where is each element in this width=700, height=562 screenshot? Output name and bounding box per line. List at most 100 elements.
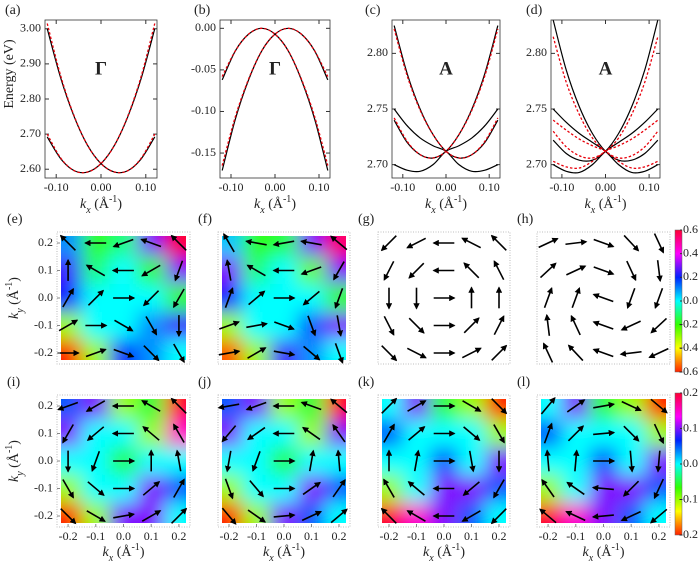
spin-arrow (86, 510, 106, 522)
spin-arrow (490, 234, 507, 251)
spin-arrow (85, 264, 106, 277)
heat-cell (430, 399, 459, 421)
spin-arrow (592, 348, 614, 358)
panel-label: (a) (5, 3, 21, 18)
spin-arrow (246, 264, 266, 277)
spin-arrow (383, 315, 395, 336)
y-tick-label: 2.70 (526, 156, 547, 170)
spin-arrow (224, 259, 232, 281)
y-tick-label: 2.75 (367, 101, 388, 115)
spin-arrow (142, 425, 160, 441)
frame (219, 19, 331, 179)
heat-cell (325, 447, 346, 476)
spin-arrow (173, 423, 185, 443)
y-tick-label: 0.1 (38, 262, 53, 276)
spin-arrow (619, 350, 642, 357)
spin-arrow (593, 238, 615, 248)
heat-cell (137, 399, 166, 421)
spin-arrow (302, 426, 321, 441)
heat-cell (242, 339, 271, 360)
heat-cell (222, 447, 244, 476)
spin-arrow (57, 401, 79, 411)
axis-label: kx (Å-1) (263, 542, 305, 562)
spin-arrow (333, 261, 345, 281)
panel-label: (c) (365, 3, 381, 18)
spin-arrow (62, 287, 74, 308)
x-tick-label: -0.10 (390, 180, 415, 194)
y-tick-label: -0.1 (34, 480, 53, 494)
spin-arrow (383, 260, 395, 281)
spin-arrow (249, 480, 264, 498)
heat-cell (382, 419, 404, 448)
y-tick-label: -0.10 (191, 103, 216, 117)
axis-label-part: k (7, 312, 22, 319)
spin-arrow (461, 347, 482, 359)
spin-arrow (622, 480, 640, 497)
spin-arrow (567, 425, 585, 442)
heat-cell (325, 502, 346, 523)
heat-cell (485, 474, 506, 503)
axis-label-part: (Å (274, 544, 293, 560)
spin-arrow (307, 315, 317, 337)
heat-cell (541, 419, 563, 448)
x-tick-label: -0.10 (549, 180, 574, 194)
y-tick-label: -0.2 (34, 508, 53, 522)
x-tick-label: 0.0 (437, 529, 452, 543)
panel-label: (j) (198, 375, 212, 390)
y-tick-label: 0.2 (38, 398, 53, 412)
axis-label-part: k (103, 545, 110, 560)
spin-arrow (301, 510, 323, 522)
x-tick-label: -0.2 (539, 529, 558, 543)
band-curve (46, 28, 156, 174)
axis-label-part: x (268, 553, 274, 562)
panel-label: (b) (194, 3, 211, 18)
spin-arrow (407, 481, 425, 496)
axis-label-part: y (15, 471, 26, 477)
axis-label-part: x (108, 553, 114, 562)
heat-cell (325, 474, 346, 503)
heat-cell (61, 284, 83, 313)
axis-label-part: ) (622, 197, 627, 212)
axis-label-part: (Å (436, 196, 455, 212)
colorbar-tick-label: -0.4 (679, 340, 698, 354)
axis-label-part: y (15, 308, 26, 314)
axis-label-part: x (430, 205, 436, 216)
heat-cell (137, 502, 166, 523)
axis-label: kx (Å-1) (80, 194, 122, 216)
spin-arrow (303, 345, 321, 361)
axis-label-part: (Å (593, 544, 612, 560)
heat-cell (617, 399, 646, 421)
spin-arrow (143, 345, 160, 362)
spin-arrow (566, 265, 587, 276)
heat-cell (457, 399, 486, 421)
spin-arrow (113, 348, 135, 358)
heat-cell (137, 339, 166, 360)
spin-arrow (383, 478, 395, 498)
axis-label: kx (Å-1) (425, 194, 467, 216)
spin-arrow (621, 400, 642, 412)
spin-arrow (245, 401, 267, 411)
heat-cell (222, 474, 244, 503)
heat-cell (541, 474, 563, 503)
spin-arrow (571, 287, 581, 309)
axis-label-part: -1 (283, 194, 291, 205)
axis-label-part: (Å (595, 196, 614, 212)
heat-cell (61, 474, 83, 503)
spin-arrow (468, 450, 476, 473)
axis-label-part: k (263, 545, 270, 560)
spin-arrow (302, 481, 321, 496)
spin-arrow (251, 451, 261, 472)
spin-arrow (654, 287, 664, 309)
spin-arrow (541, 478, 555, 498)
band-curve (221, 27, 329, 171)
axis-label-part: ) (620, 545, 625, 560)
spin-arrow (380, 507, 397, 524)
y-tick-label: 3.00 (20, 21, 41, 35)
heat-cell (270, 399, 299, 421)
heat-cell (222, 256, 244, 285)
spin-arrow (173, 478, 185, 498)
spin-arrow (273, 512, 296, 519)
band-curve (393, 25, 499, 159)
heat-cell (222, 284, 244, 313)
heat-cell (270, 236, 299, 258)
